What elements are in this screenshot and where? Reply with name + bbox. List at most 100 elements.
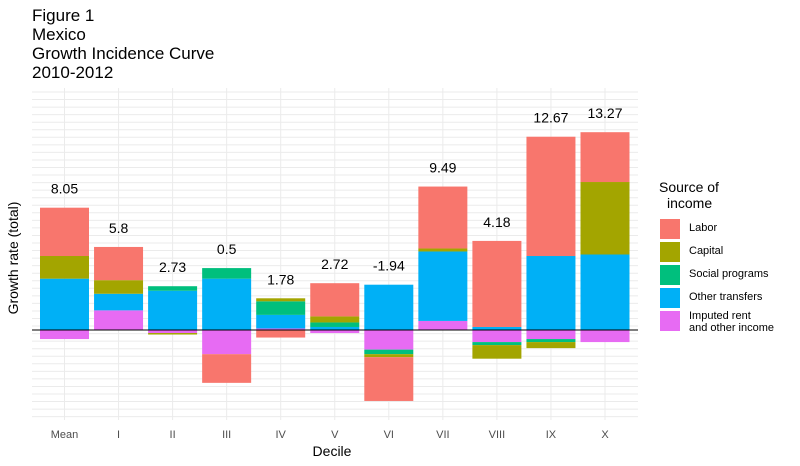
x-tick-label: IV [275, 429, 286, 441]
total-label: 2.72 [321, 256, 348, 272]
total-labels: 8.05 5.8 2.73 0.5 1.78 2.72 -1.94 9.49 4.18 12.67… [51, 105, 623, 287]
legend-item: Capital [655, 241, 800, 264]
legend-item: Other transfers [655, 287, 800, 310]
legend-swatch [660, 219, 680, 239]
x-tick-label: Mean [51, 429, 79, 441]
bar-segment-mean-labor [40, 207, 89, 257]
legend-item: Labor [655, 218, 800, 241]
bar-segment-iii-labor [202, 354, 252, 383]
total-label: 9.49 [429, 160, 456, 176]
legend-label: Labor [689, 222, 718, 234]
bar-segment-ii-capital [148, 333, 198, 335]
bar-segment-viii-imputed-rent [472, 330, 522, 343]
x-tick-label: IX [546, 429, 557, 441]
bar-segment-x-other-transfers [580, 254, 630, 330]
bar-segment-v-imputed-rent [310, 330, 360, 334]
bar-segment-vi-capital [364, 354, 414, 358]
x-tick-label: V [331, 429, 339, 441]
title-line-1: Figure 1 [32, 6, 95, 25]
legend-item: Imputed rent and other income [655, 310, 800, 334]
bar-segment-mean-capital [40, 256, 89, 279]
title-line-3: Growth Incidence Curve [32, 44, 215, 63]
bar-segment-vii-labor [418, 186, 468, 249]
x-tick-label: VIII [489, 429, 506, 441]
bar-segment-iv-other-transfers [256, 314, 306, 329]
total-label: 8.05 [51, 181, 78, 197]
bar-segment-v-labor [310, 283, 360, 317]
bar-segment-ix-imputed-rent [526, 330, 576, 340]
bar-segment-ii-other-transfers [148, 290, 198, 330]
bar-segment-viii-other-transfers [472, 326, 522, 330]
chart-title: Figure 1 Mexico Growth Incidence Curve 2… [32, 6, 214, 82]
legend-label: Social programs [689, 268, 769, 280]
bar-segment-iv-imputed-rent [256, 328, 306, 330]
bar-segment-iv-social-programs [256, 301, 306, 315]
bar-segment-iii-social-programs [202, 268, 252, 279]
bar-segment-vii-capital [418, 248, 468, 252]
bar-segment-ix-other-transfers [526, 256, 576, 330]
bar-segment-mean-other-transfers [40, 278, 89, 330]
bar-segment-i-capital [94, 280, 144, 294]
bar-segment-ix-labor [526, 136, 576, 257]
bar-segment-ii-imputed-rent [148, 330, 198, 334]
total-label: 4.18 [483, 214, 510, 230]
legend-swatch [660, 265, 680, 285]
legend-title: Source of income [655, 179, 800, 211]
legend-label: Other transfers [689, 291, 763, 303]
bar-segment-viii-labor [472, 240, 522, 327]
x-tick-label: III [222, 429, 231, 441]
bar-segment-i-other-transfers [94, 293, 144, 311]
legend-swatch [660, 311, 680, 331]
total-label: 12.67 [533, 110, 568, 126]
bar-segment-x-imputed-rent [580, 330, 630, 343]
bar-segment-viii-capital [472, 345, 522, 359]
bars [40, 132, 630, 401]
bar-segment-mean-imputed-rent [40, 330, 89, 340]
legend-title-line-2: income [667, 195, 713, 211]
bar-segment-vi-labor [364, 357, 414, 401]
bar-segment-iv-labor [256, 330, 306, 338]
bar-segment-vi-imputed-rent [364, 330, 414, 350]
legend: Source of income Labor Capital Social prog… [655, 179, 800, 334]
bar-segment-ii-social-programs [148, 286, 198, 291]
bar-segment-x-capital [580, 182, 630, 255]
x-axis-label: Decile [313, 443, 352, 459]
y-axis-label: Growth rate (total) [5, 202, 21, 315]
total-label: 13.27 [587, 105, 622, 121]
bar-segment-vi-other-transfers [364, 284, 414, 330]
legend-label: Capital [689, 245, 724, 257]
total-label: -1.94 [373, 258, 405, 274]
bar-segment-iv-capital [256, 298, 306, 302]
x-tick-label: VI [384, 429, 394, 441]
bar-segment-viii-social-programs [472, 342, 522, 346]
bar-segment-vi-social-programs [364, 349, 414, 355]
bar-segment-v-capital [310, 316, 360, 323]
legend-title-line-1: Source of [659, 179, 719, 195]
x-tick-label: II [170, 429, 176, 441]
bar-segment-vii-other-transfers [418, 251, 468, 321]
x-tick-label: VII [436, 429, 449, 441]
bar-segment-iii-imputed-rent [202, 330, 252, 355]
bar-segment-iii-other-transfers [202, 278, 252, 330]
bar-segment-ix-capital [526, 342, 576, 349]
bar-segment-v-social-programs [310, 322, 360, 327]
x-tick-label: I [117, 429, 120, 441]
x-tick-label: X [601, 429, 609, 441]
bar-segment-i-labor [94, 246, 144, 281]
bar-segment-ix-social-programs [526, 339, 576, 343]
total-label: 1.78 [267, 271, 294, 287]
legend-swatch [660, 242, 680, 262]
total-label: 2.73 [159, 259, 186, 275]
legend-label: Imputed rent and other income [689, 310, 774, 334]
total-label: 0.5 [217, 241, 237, 257]
legend-item: Social programs [655, 264, 800, 287]
bar-segment-v-other-transfers [310, 326, 360, 330]
title-line-4: 2010-2012 [32, 63, 114, 82]
total-label: 5.8 [109, 220, 129, 236]
bar-segment-x-labor [580, 132, 630, 183]
x-tick-labels: Mean I II III IV V VI VII VIII IX X [51, 429, 610, 441]
bar-segment-i-imputed-rent [94, 310, 144, 330]
bar-segment-vii-imputed-rent [418, 320, 468, 330]
legend-swatch [660, 288, 680, 308]
